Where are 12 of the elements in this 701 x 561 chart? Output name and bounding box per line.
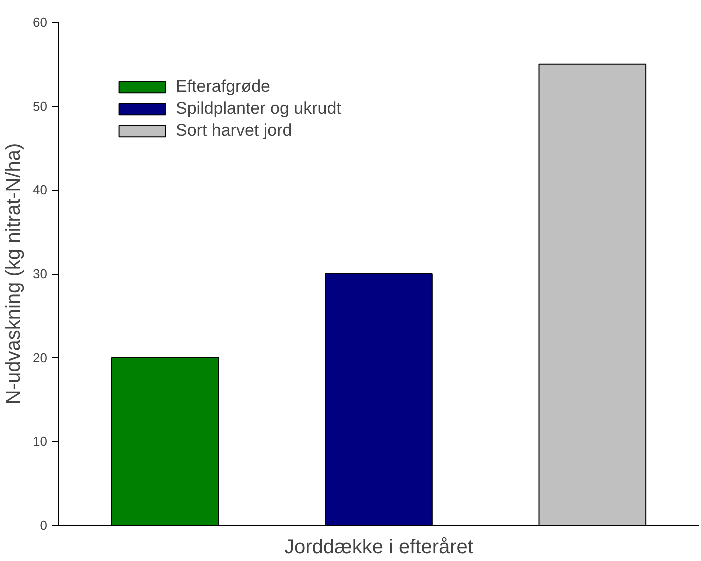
y-tick-label: 40 (33, 182, 48, 198)
y-tick-label: 60 (33, 15, 48, 30)
y-tick-label: 0 (40, 518, 48, 533)
legend-label: Spildplanter og ukrudt (176, 99, 342, 119)
legend-label: Efterafgrøde (176, 77, 270, 97)
y-tick-label: 10 (33, 434, 48, 450)
y-tick-label: 30 (33, 266, 48, 282)
legend-label: Sort harvet jord (176, 121, 292, 141)
y-tick-label: 20 (33, 350, 48, 366)
y-tick-label: 50 (33, 98, 48, 114)
y-axis-title: N-udvaskning (kg nitrat-N/ha) (3, 143, 26, 405)
x-axis-title: Jorddække i efteråret (284, 536, 474, 558)
